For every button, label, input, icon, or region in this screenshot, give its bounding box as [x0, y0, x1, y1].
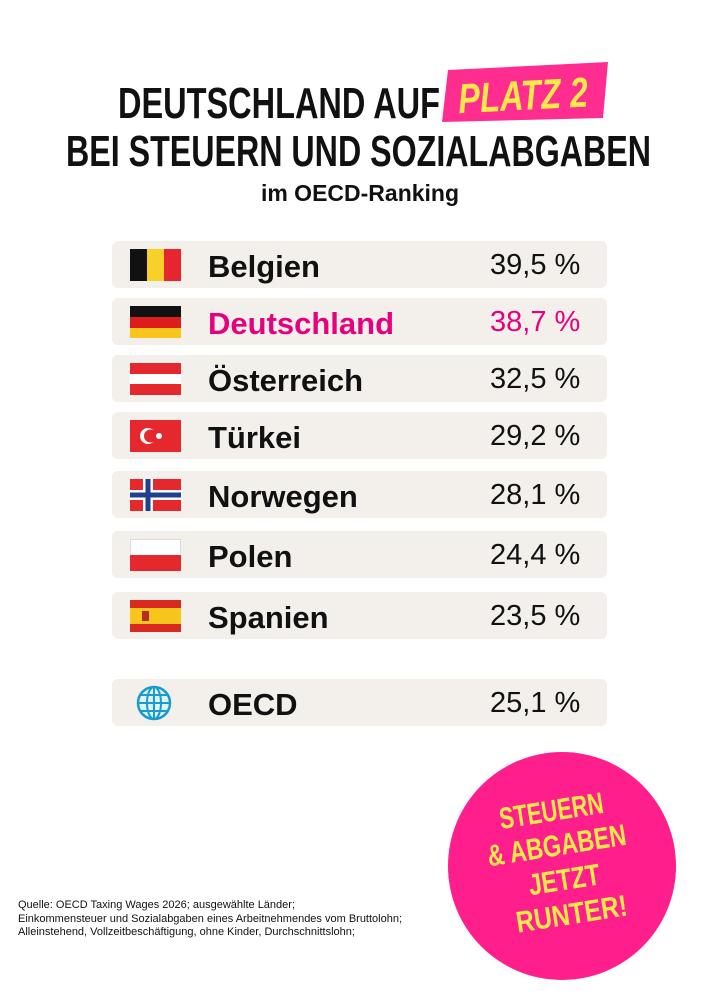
value: 28,1 %: [490, 479, 581, 511]
value: 39,5 %: [490, 249, 581, 281]
value: 29,2 %: [490, 420, 581, 452]
footnote-line: Quelle: OECD Taxing Wages 2026; ausgewäh…: [18, 899, 295, 911]
highlight-box: [442, 62, 608, 122]
country: Spanien: [208, 600, 329, 635]
country: Österreich: [208, 363, 364, 398]
flag: [130, 539, 181, 571]
flag: [130, 249, 181, 281]
flag: [130, 363, 181, 395]
row: Österreich 32,5 %: [112, 355, 607, 402]
country: Deutschland: [208, 306, 395, 341]
country: Türkei: [208, 420, 302, 455]
value: 38,7 %: [490, 306, 581, 338]
badge-circle: [448, 752, 676, 980]
row: Deutschland 38,7 %: [112, 298, 607, 345]
value: 23,5 %: [490, 600, 581, 632]
page: DEUTSCHLAND AUF PLATZ 2 BEI STEUERN UND …: [18, 62, 676, 980]
country: Polen: [208, 539, 293, 574]
globe: [136, 685, 172, 721]
row: Polen 24,4 %: [112, 531, 607, 578]
row: Türkei 29,2 %: [112, 412, 607, 459]
row: Belgien 39,5 %: [112, 241, 607, 288]
country: Norwegen: [208, 479, 358, 514]
value: 25,1 %: [490, 687, 581, 719]
title-highlight: PLATZ 2: [457, 68, 589, 122]
title-line1: DEUTSCHLAND AUF: [118, 79, 440, 128]
row: OECD 25,1 %: [112, 679, 607, 726]
footnote-line: Einkommensteuer und Sozialabgaben eines …: [18, 912, 403, 925]
row: Spanien 23,5 %: [112, 592, 607, 639]
subtitle: im OECD-Ranking: [261, 180, 459, 206]
footnote-line: Alleinstehend, Vollzeitbeschäftigung, oh…: [18, 926, 355, 938]
value: 24,4 %: [490, 539, 581, 571]
value: 32,5 %: [490, 363, 581, 395]
header: DEUTSCHLAND AUF PLATZ 2 BEI STEUERN UND …: [66, 62, 651, 206]
badge: STEUERN & ABGABEN JETZT RUNTER!: [448, 752, 676, 980]
row: Norwegen 28,1 %: [112, 471, 607, 518]
country: OECD: [208, 687, 298, 722]
title-line2: BEI STEUERN UND SOZIALABGABEN: [66, 127, 651, 176]
footnote: Quelle: OECD Taxing Wages 2026; ausgewäh…: [18, 899, 402, 940]
flag: [130, 600, 181, 632]
flag: [130, 306, 181, 338]
country: Belgien: [208, 249, 320, 284]
flag: [130, 420, 181, 452]
flag: [130, 479, 181, 511]
